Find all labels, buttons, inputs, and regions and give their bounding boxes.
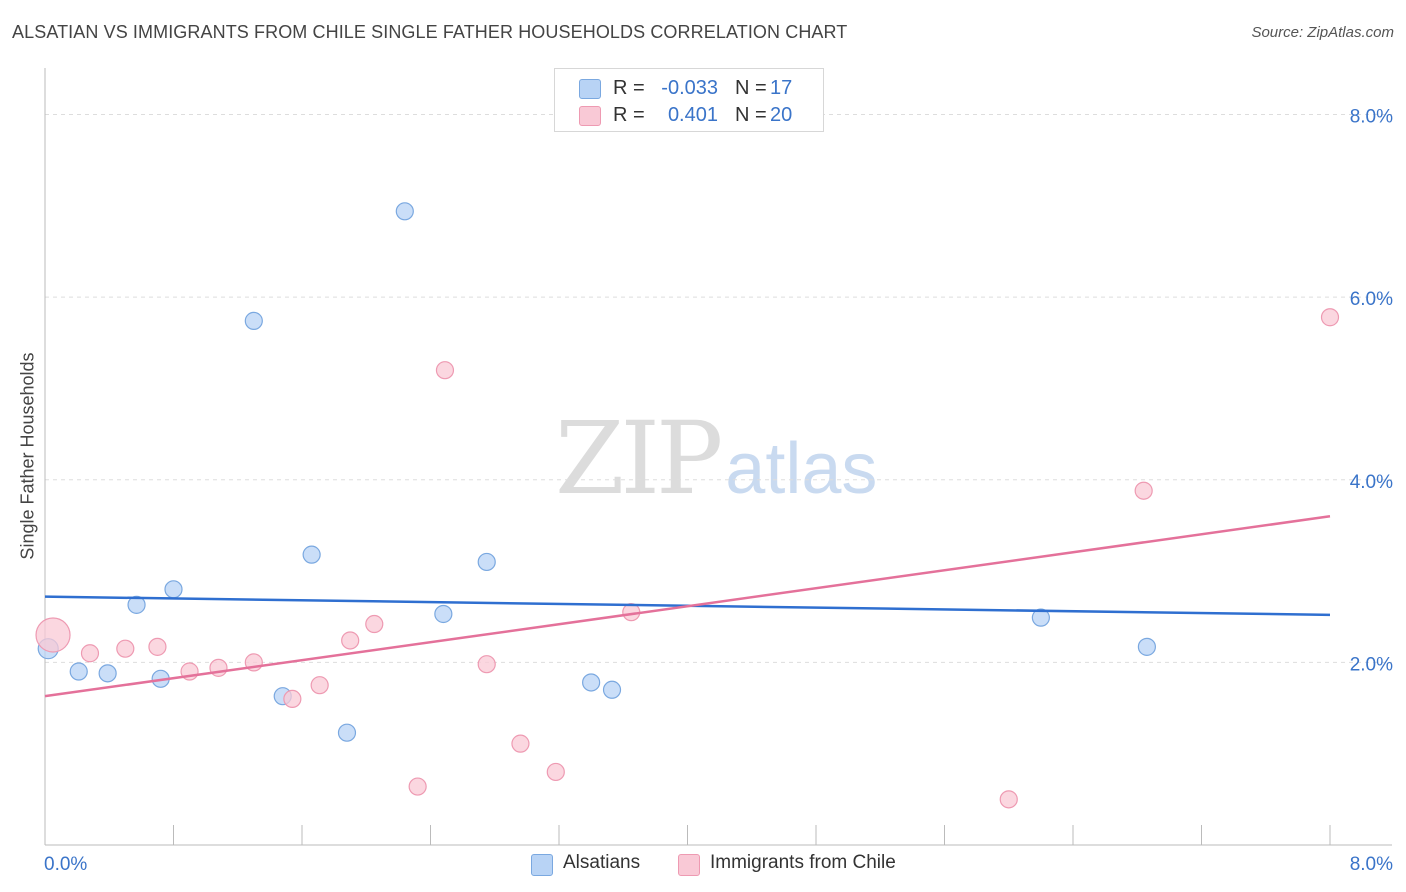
legend-r-value: 0.401 <box>667 104 718 126</box>
legend-row-alsatians: R = -0.033 N = 17 <box>555 75 823 101</box>
legend-n-value: 17 <box>770 77 793 99</box>
data-point-chile <box>283 689 302 709</box>
legend-n-label: N = <box>735 104 767 126</box>
chart-title: ALSATIAN VS IMMIGRANTS FROM CHILE SINGLE… <box>12 22 848 42</box>
watermark: ZIPatlas <box>555 400 877 517</box>
data-point-alsatians <box>477 552 496 572</box>
source-label: Source: ZipAtlas.com <box>1251 24 1394 41</box>
data-point-alsatians <box>582 673 601 692</box>
legend-r-value: -0.033 <box>661 77 718 99</box>
data-point-chile <box>116 639 135 658</box>
bottom-legend-swatch-alsatians <box>531 854 553 876</box>
data-point-chile <box>408 777 427 796</box>
data-point-chile <box>999 790 1018 809</box>
bottom-legend-label-alsatians: Alsatians <box>563 852 641 873</box>
bottom-legend-swatch-chile <box>678 854 700 876</box>
legend-n-label: N = <box>735 77 767 99</box>
data-point-chile <box>511 734 530 753</box>
data-point-chile <box>1134 481 1153 500</box>
data-point-alsatians <box>434 604 453 624</box>
legend-n-value: 20 <box>770 104 793 126</box>
bottom-legend-label-chile: Immigrants from Chile <box>710 852 896 873</box>
data-point-alsatians <box>1031 608 1050 627</box>
x-tick-label: 0.0% <box>44 854 87 875</box>
data-point-alsatians <box>302 545 321 564</box>
data-point-chile <box>1320 308 1340 327</box>
data-point-chile <box>310 676 329 695</box>
y-tick-label: 6.0% <box>1350 289 1393 310</box>
legend-r-label: R = <box>613 104 645 126</box>
data-point-alsatians <box>98 664 117 683</box>
watermark-atlas: atlas <box>725 429 878 509</box>
data-point-chile <box>546 762 565 782</box>
legend-swatch-chile <box>579 106 601 126</box>
bottom-legend-alsatians: Alsatians <box>531 852 641 876</box>
data-point-alsatians <box>395 202 414 221</box>
legend-row-chile: R = 0.401 N = 20 <box>555 102 823 128</box>
data-point-alsatians <box>337 723 357 742</box>
correlation-legend: R = -0.033 N = 17 R = 0.401 N = 20 <box>554 68 824 132</box>
trend-line-chile <box>44 515 1331 698</box>
data-point-alsatians <box>127 595 146 614</box>
data-point-alsatians <box>164 580 183 599</box>
data-point-chile <box>80 644 100 663</box>
y-tick-label: 8.0% <box>1350 107 1393 128</box>
legend-r-label: R = <box>613 77 645 99</box>
y-tick-label: 2.0% <box>1350 654 1393 675</box>
bottom-legend-chile: Immigrants from Chile <box>678 852 896 876</box>
data-point-chile <box>365 614 384 634</box>
data-point-alsatians <box>1137 637 1156 656</box>
x-tick-label: 8.0% <box>1350 854 1393 875</box>
data-point-alsatians <box>602 680 622 699</box>
data-point-alsatians <box>244 311 263 330</box>
watermark-zip: ZIP <box>555 400 723 517</box>
data-point-alsatians <box>69 662 88 681</box>
data-point-chile <box>477 655 496 674</box>
legend-swatch-alsatians <box>579 79 601 99</box>
data-point-chile <box>341 631 360 650</box>
data-point-chile <box>148 637 167 656</box>
data-point-chile <box>435 361 455 380</box>
data-point-chile <box>35 617 71 653</box>
y-tick-label: 4.0% <box>1350 472 1393 493</box>
